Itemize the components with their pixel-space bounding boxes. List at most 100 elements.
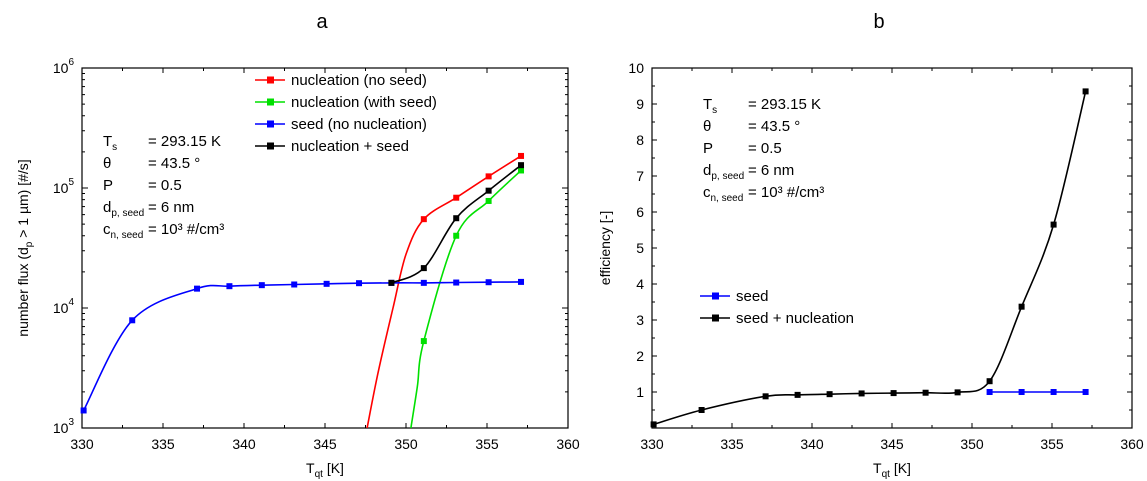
legend-marker xyxy=(267,98,274,106)
legend-label: seed xyxy=(736,288,769,305)
data-point xyxy=(1082,88,1089,95)
legend-label: nucleation (no seed) xyxy=(291,72,427,89)
parameter-block: Ts = 293.15 K θ = 43.5 ° P = 0.5dp, seed = 6 n… xyxy=(103,133,224,241)
parameter-value: = 293.15 K xyxy=(148,133,221,150)
legend-label: seed (no nucleation) xyxy=(291,116,427,133)
data-point xyxy=(291,281,298,288)
data-point xyxy=(698,407,705,413)
y-tick-label: 7 xyxy=(636,168,644,184)
parameter-value: = 0.5 xyxy=(148,177,182,194)
parameter-value: = 10³ #/cm³ xyxy=(148,221,224,238)
series-line xyxy=(82,281,522,411)
y-tick-label: 5 xyxy=(636,240,644,256)
x-axis-label: Tqt [K] xyxy=(306,460,344,480)
y-tick-label: 1 xyxy=(636,384,644,400)
data-point xyxy=(453,232,460,239)
data-point xyxy=(762,393,769,400)
data-point xyxy=(1018,303,1025,310)
x-tick-label: 360 xyxy=(1120,436,1144,452)
chart-a: 330 335 340 345 350 355 360 103 104 105 106 Tqt [K]… xyxy=(15,57,580,480)
data-point xyxy=(129,317,136,324)
parameter-name: cn, seed xyxy=(703,184,743,204)
legend-marker xyxy=(267,120,274,128)
series-line xyxy=(366,155,522,428)
parameter-name: θ xyxy=(703,118,711,135)
data-point xyxy=(485,187,492,194)
data-point xyxy=(420,265,427,272)
data-point xyxy=(485,173,492,180)
x-tick-label: 345 xyxy=(880,436,904,452)
data-point xyxy=(453,279,460,286)
data-point xyxy=(420,279,427,286)
data-point xyxy=(922,389,929,396)
y-axis-label: efficiency [-] xyxy=(597,211,613,285)
legend-marker xyxy=(267,142,274,150)
parameter-value: = 10³ #/cm³ xyxy=(748,184,824,201)
x-tick-label: 350 xyxy=(394,436,418,452)
data-point xyxy=(1050,221,1057,228)
data-point xyxy=(986,389,993,395)
data-point xyxy=(226,283,233,290)
legend-label: nucleation + seed xyxy=(291,138,409,155)
x-tick-label: 330 xyxy=(640,436,664,452)
panel-a-letter: a xyxy=(316,11,328,33)
y-tick-label: 6 xyxy=(636,204,644,220)
x-tick-label: 335 xyxy=(151,436,175,452)
parameter-value: = 293.15 K xyxy=(748,96,821,113)
data-point xyxy=(794,391,801,398)
data-point xyxy=(453,194,460,201)
y-tick-label: 4 xyxy=(636,276,644,292)
x-axis-label: Tqt [K] xyxy=(873,460,911,480)
parameter-name: Ts xyxy=(103,133,117,153)
x-tick-label: 330 xyxy=(70,436,94,452)
data-point xyxy=(485,279,492,286)
data-point xyxy=(388,279,395,286)
x-tick-label: 360 xyxy=(556,436,580,452)
data-point xyxy=(80,407,87,414)
data-point xyxy=(518,152,525,159)
data-point xyxy=(356,280,363,287)
legend: seed seed + nucleation xyxy=(700,288,854,327)
x-tick-label: 335 xyxy=(720,436,744,452)
y-tick-label: 8 xyxy=(636,132,644,148)
x-tick-label: 355 xyxy=(1040,436,1064,452)
legend-label: seed + nucleation xyxy=(736,310,854,327)
legend-label: nucleation (with seed) xyxy=(291,94,437,111)
data-point xyxy=(518,162,525,169)
series-line xyxy=(653,91,1087,426)
y-axis-label: number flux (dp > 1 µm) [#/s] xyxy=(15,159,35,336)
data-point xyxy=(323,280,330,287)
parameter-name: dp, seed xyxy=(703,162,744,182)
y-tick-label: 10 xyxy=(628,60,644,76)
y-tick-label: 3 xyxy=(636,312,644,328)
y-tick-label: 106 xyxy=(53,57,75,76)
legend: nucleation (no seed) nucleation (with see… xyxy=(255,72,437,155)
data-point xyxy=(954,389,961,396)
data-point xyxy=(826,391,833,398)
data-point xyxy=(518,278,525,285)
data-point xyxy=(858,390,865,397)
y-tick-label: 104 xyxy=(53,297,75,316)
data-point xyxy=(420,216,427,223)
parameter-block: Ts = 293.15 K θ = 43.5 ° P = 0.5dp, seed = 6 n… xyxy=(703,96,824,204)
x-tick-label: 340 xyxy=(232,436,256,452)
parameter-value: = 6 nm xyxy=(748,162,794,179)
data-point xyxy=(1082,389,1089,395)
plot-frame xyxy=(651,67,1133,429)
parameter-value: = 6 nm xyxy=(148,199,194,216)
data-point xyxy=(518,167,525,174)
parameter-name: dp, seed xyxy=(103,199,144,219)
x-tick-label: 345 xyxy=(313,436,337,452)
x-tick-label: 355 xyxy=(475,436,499,452)
data-point xyxy=(453,215,460,222)
legend-marker xyxy=(712,314,719,322)
parameter-name: Ts xyxy=(703,96,717,116)
data-point xyxy=(420,338,427,345)
x-tick-label: 340 xyxy=(800,436,824,452)
data-point xyxy=(650,421,657,428)
parameter-value: = 43.5 ° xyxy=(748,118,800,135)
parameter-value: = 43.5 ° xyxy=(148,155,200,172)
parameter-value: = 0.5 xyxy=(748,140,782,157)
